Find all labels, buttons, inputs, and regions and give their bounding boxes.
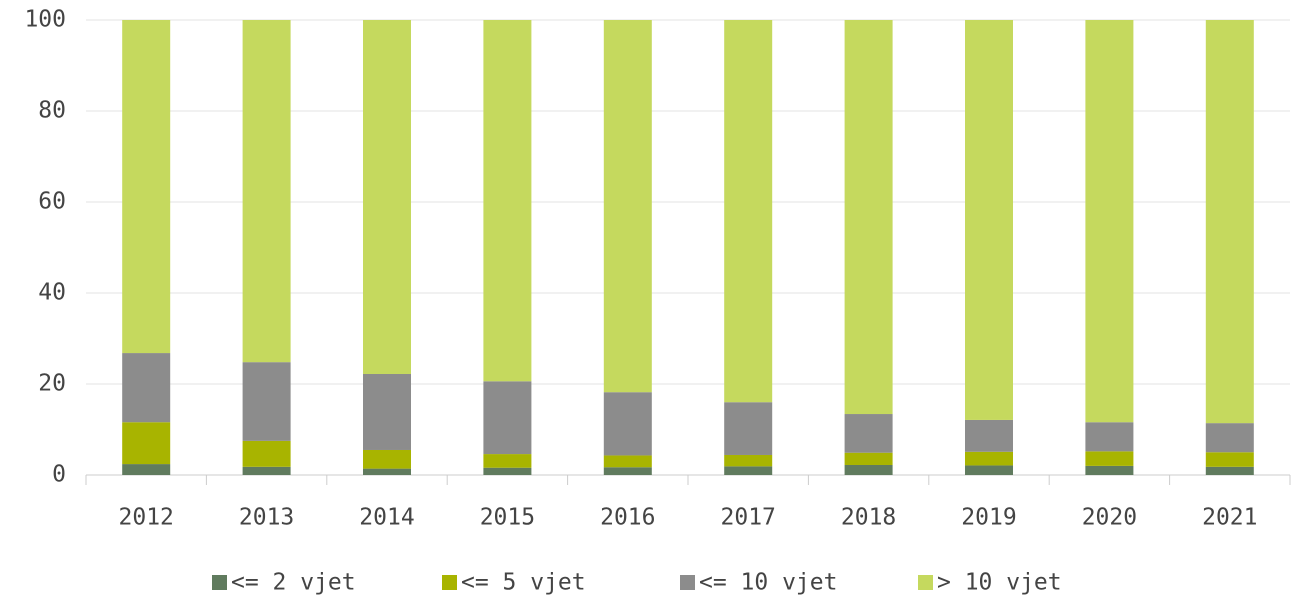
y-tick-label: 0 (52, 462, 66, 488)
bar-segment (844, 414, 893, 453)
legend-label: <= 10 vjet (699, 570, 837, 596)
bar-segment (122, 353, 171, 423)
legend-label: <= 2 vjet (231, 570, 356, 596)
legend-swatch (918, 575, 933, 590)
bar-segment (1205, 452, 1254, 467)
y-tick-label: 20 (38, 371, 66, 397)
y-tick-label: 60 (38, 189, 66, 215)
bar-segment (1085, 451, 1134, 466)
bar-segment (724, 466, 773, 475)
bar-segment (242, 362, 291, 441)
y-tick-label: 80 (38, 98, 66, 124)
bar-segment (724, 454, 773, 467)
bar-segment (965, 419, 1013, 452)
bar-segment (122, 20, 171, 354)
bar-segment (603, 20, 652, 393)
y-tick-label: 40 (38, 280, 66, 306)
legend-label: <= 5 vjet (461, 570, 586, 596)
bar-segment (242, 20, 291, 363)
bar-segment (363, 468, 411, 475)
x-tick-label: 2020 (1082, 505, 1137, 531)
bar-segment (1205, 423, 1254, 453)
bar-segment (483, 20, 532, 382)
bar-segment (483, 381, 532, 455)
bar-segment (1085, 465, 1134, 475)
bar-segment (965, 465, 1013, 475)
legend-swatch (442, 575, 457, 590)
bar-segment (965, 451, 1013, 466)
bar-segment (483, 467, 532, 475)
bar-segment (724, 20, 773, 403)
bar-segment (1085, 422, 1134, 452)
bar-segment (242, 466, 291, 475)
y-tick-label: 100 (24, 7, 66, 33)
bar-segment (965, 20, 1013, 420)
x-tick-label: 2021 (1202, 505, 1257, 531)
bar-segment (724, 402, 773, 455)
x-tick-label: 2012 (119, 505, 174, 531)
bar-segment (363, 373, 411, 450)
legend-label: > 10 vjet (937, 570, 1062, 596)
x-tick-label: 2016 (600, 505, 655, 531)
x-tick-label: 2019 (961, 505, 1016, 531)
bar-segment (844, 464, 893, 475)
bar-segment (603, 392, 652, 456)
bar-segment (483, 454, 532, 468)
bar-segment (603, 467, 652, 475)
bar-segment (844, 20, 893, 415)
bar-segment (242, 440, 291, 467)
x-tick-label: 2015 (480, 505, 535, 531)
bar-segment (1085, 20, 1134, 423)
bar-segment (363, 449, 411, 469)
legend-swatch (680, 575, 695, 590)
bar-segment (844, 452, 893, 465)
x-tick-label: 2013 (239, 505, 294, 531)
bar-segment (122, 422, 171, 465)
bar-segment (603, 455, 652, 468)
bar-segment (363, 20, 411, 374)
x-tick-label: 2018 (841, 505, 896, 531)
bar-segment (1205, 466, 1254, 475)
x-tick-label: 2014 (359, 505, 414, 531)
bar-segment (122, 464, 171, 475)
x-tick-label: 2017 (721, 505, 776, 531)
bar-segment (1205, 20, 1254, 424)
legend-swatch (212, 575, 227, 590)
